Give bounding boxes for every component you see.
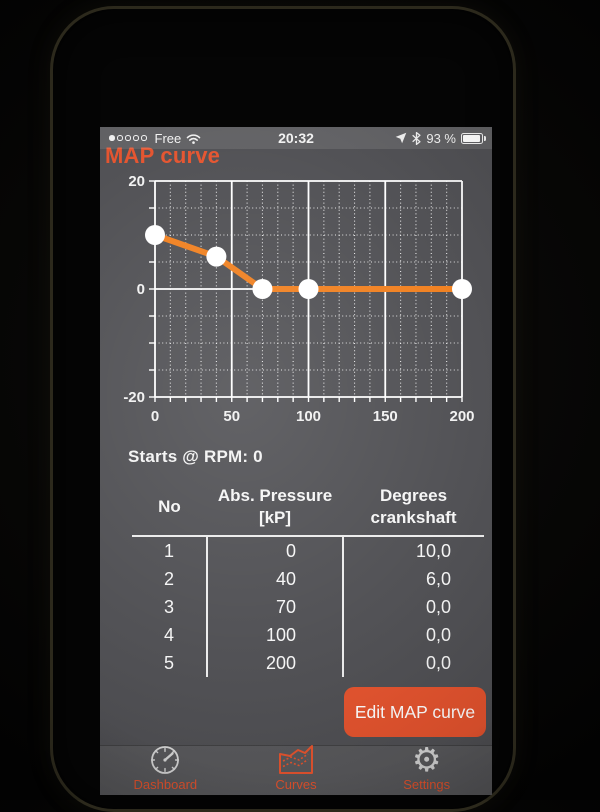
chart-x-tick-label: 200	[449, 408, 474, 425]
signal-dot	[109, 135, 115, 141]
table-header-cell: No	[132, 481, 207, 537]
chart-x-tick-label: 0	[151, 408, 159, 425]
edit-map-curve-button[interactable]: Edit MAP curve	[344, 687, 486, 737]
table-cell: 40	[206, 564, 344, 593]
table-cell: 10,0	[415, 540, 451, 561]
map-curve-point	[298, 279, 319, 299]
signal-dots-icon	[109, 135, 147, 141]
signal-dot	[117, 135, 123, 141]
table-row: 2 40 6,0	[132, 564, 484, 593]
phone-screen: Free 20:32 93 % MAP curve 0 50 100 150 200 20…	[100, 127, 492, 795]
status-bar-left: Free	[109, 131, 201, 146]
battery-icon	[461, 132, 486, 144]
table-row: 5 200 0,0	[132, 648, 484, 677]
table-cell: 5	[163, 652, 174, 673]
curves-icon	[279, 745, 313, 774]
table-cell: 0,0	[425, 624, 451, 645]
tab-settings[interactable]: ⚙ Settings	[361, 741, 492, 795]
pressure-table-body: 1 0 10,0 2 40 6,0 3 70 0,0 4 100 0,0 5 200 0,0	[132, 535, 484, 677]
starts-rpm-label: Starts @ RPM: 0	[128, 447, 263, 466]
tab-curves[interactable]: Curves	[231, 745, 362, 795]
signal-dot	[125, 135, 131, 141]
table-cell: 70	[206, 592, 344, 621]
tab-bar: Dashboard Curves ⚙ Settings	[100, 741, 492, 795]
status-bar-right: 93 %	[395, 130, 486, 146]
chart-y-tick-label: -20	[123, 389, 145, 406]
chart-x-tick-label: 150	[373, 408, 398, 425]
chart-y-tick-label: 20	[128, 173, 145, 190]
gear-icon: ⚙	[411, 741, 442, 778]
map-curve-point	[145, 225, 165, 245]
table-row: 1 0 10,0	[132, 535, 484, 565]
map-curve-point	[452, 279, 472, 299]
map-curve-point	[252, 279, 273, 299]
signal-dot	[133, 135, 139, 141]
signal-dot	[141, 135, 147, 141]
table-cell: 0,0	[425, 652, 451, 673]
table-cell: 100	[206, 620, 344, 649]
table-header-cell: Degrees crankshaft	[343, 481, 484, 537]
table-header-row: No Abs. Pressure [kP] Degrees crankshaft	[132, 481, 484, 537]
pressure-table-head: No Abs. Pressure [kP] Degrees crankshaft	[132, 481, 484, 537]
table-row: 4 100 0,0	[132, 620, 484, 649]
table-cell: 6,0	[425, 568, 451, 589]
chart-x-tick-label: 100	[296, 408, 321, 425]
gauge-icon	[151, 746, 180, 774]
table-cell: 0	[206, 535, 344, 565]
chart-x-tick-label: 50	[223, 408, 240, 425]
location-arrow-icon	[396, 132, 407, 144]
table-cell: 2	[163, 568, 174, 589]
table-cell: 4	[163, 624, 174, 645]
carrier-label: Free	[154, 130, 182, 146]
status-bar: Free 20:32 93 %	[100, 127, 492, 149]
wifi-icon	[186, 133, 201, 144]
tab-label-settings: Settings	[403, 777, 451, 792]
table-cell: 3	[163, 596, 174, 617]
tab-dashboard[interactable]: Dashboard	[100, 746, 231, 795]
chart-y-tick-label: 0	[137, 281, 145, 298]
table-header-cell: Abs. Pressure [kP]	[207, 481, 343, 537]
bluetooth-icon	[412, 131, 421, 145]
table-row: 3 70 0,0	[132, 592, 484, 621]
table-cell: 0,0	[425, 596, 451, 617]
map-curve-point	[206, 246, 227, 267]
tab-label-curves: Curves	[275, 777, 317, 792]
tab-label-dashboard: Dashboard	[133, 777, 198, 792]
table-cell: 200	[206, 648, 344, 677]
table-cell: 1	[163, 540, 174, 561]
battery-percent-label: 93 %	[426, 130, 456, 146]
